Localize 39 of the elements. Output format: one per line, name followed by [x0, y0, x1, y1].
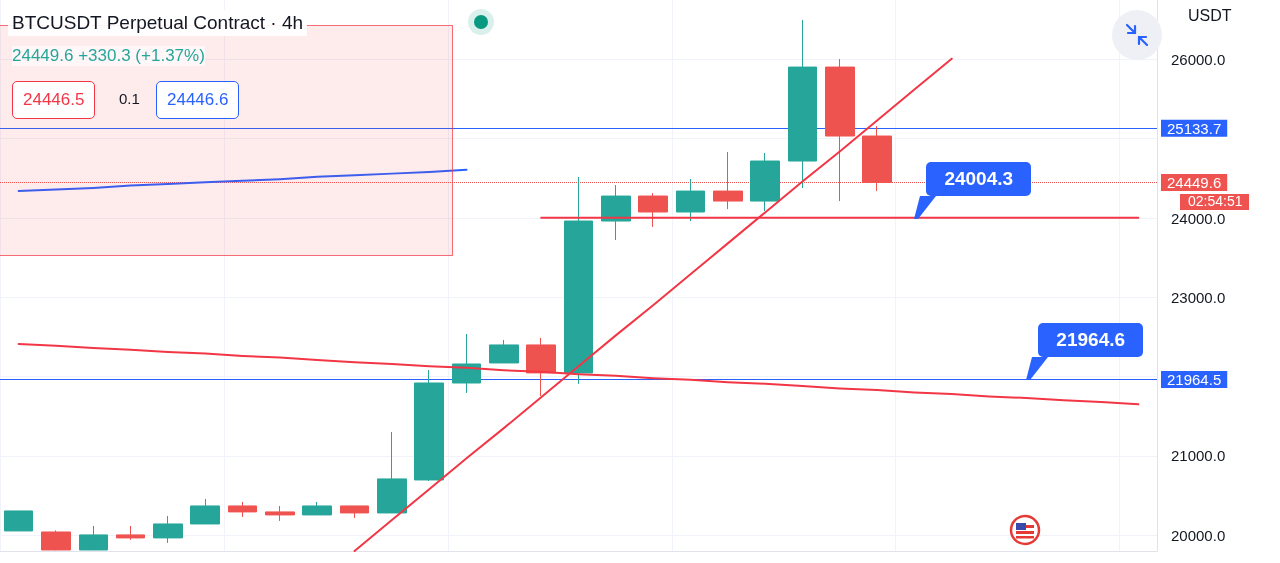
ref-line-label: 24449.6	[1167, 173, 1222, 191]
candlestick	[601, 184, 631, 241]
candlestick	[41, 529, 71, 551]
candlestick	[4, 510, 33, 532]
candlestick	[676, 178, 705, 222]
y-tick-label: 23000.0	[1171, 288, 1226, 306]
candlestick	[638, 192, 668, 228]
candlestick	[153, 515, 183, 544]
candlestick	[489, 339, 519, 364]
candlestick	[79, 525, 108, 551]
text: 02:54:51	[1180, 193, 1249, 210]
y-tick-label: 26000.0	[1171, 50, 1226, 68]
candlestick	[340, 505, 369, 519]
annotation: 24446.5	[12, 81, 96, 119]
text: 24449.6 +330.3 (+1.37%)	[12, 46, 205, 66]
annotation: 0.1	[119, 90, 140, 107]
candlestick	[750, 152, 780, 212]
candlestick	[265, 505, 295, 522]
candlestick	[190, 498, 220, 525]
candlestick	[228, 501, 257, 518]
candlestick	[377, 431, 407, 514]
candlestick	[564, 176, 593, 385]
candlestick	[414, 369, 444, 482]
annotation: 24446.6	[156, 81, 240, 119]
y-tick-label: 24000.0	[1171, 209, 1226, 227]
y-tick-label: 20000.0	[1171, 526, 1226, 544]
annotation: 24004.3	[926, 161, 1032, 196]
candlestick	[452, 333, 481, 394]
annotation: 21964.6	[1038, 323, 1144, 358]
candlestick	[788, 19, 817, 189]
ref-line-label: 25133.7	[1167, 119, 1222, 137]
text: BTCUSDT Perpetual Contract · 4h	[8, 10, 308, 36]
candlestick	[302, 501, 332, 516]
line-series	[17, 168, 468, 193]
candlestick	[116, 525, 145, 541]
candlestick	[526, 337, 556, 397]
text: USDT	[1188, 7, 1232, 25]
ref-line-label: 21964.5	[1167, 370, 1222, 388]
y-tick-label: 21000.0	[1171, 447, 1226, 465]
